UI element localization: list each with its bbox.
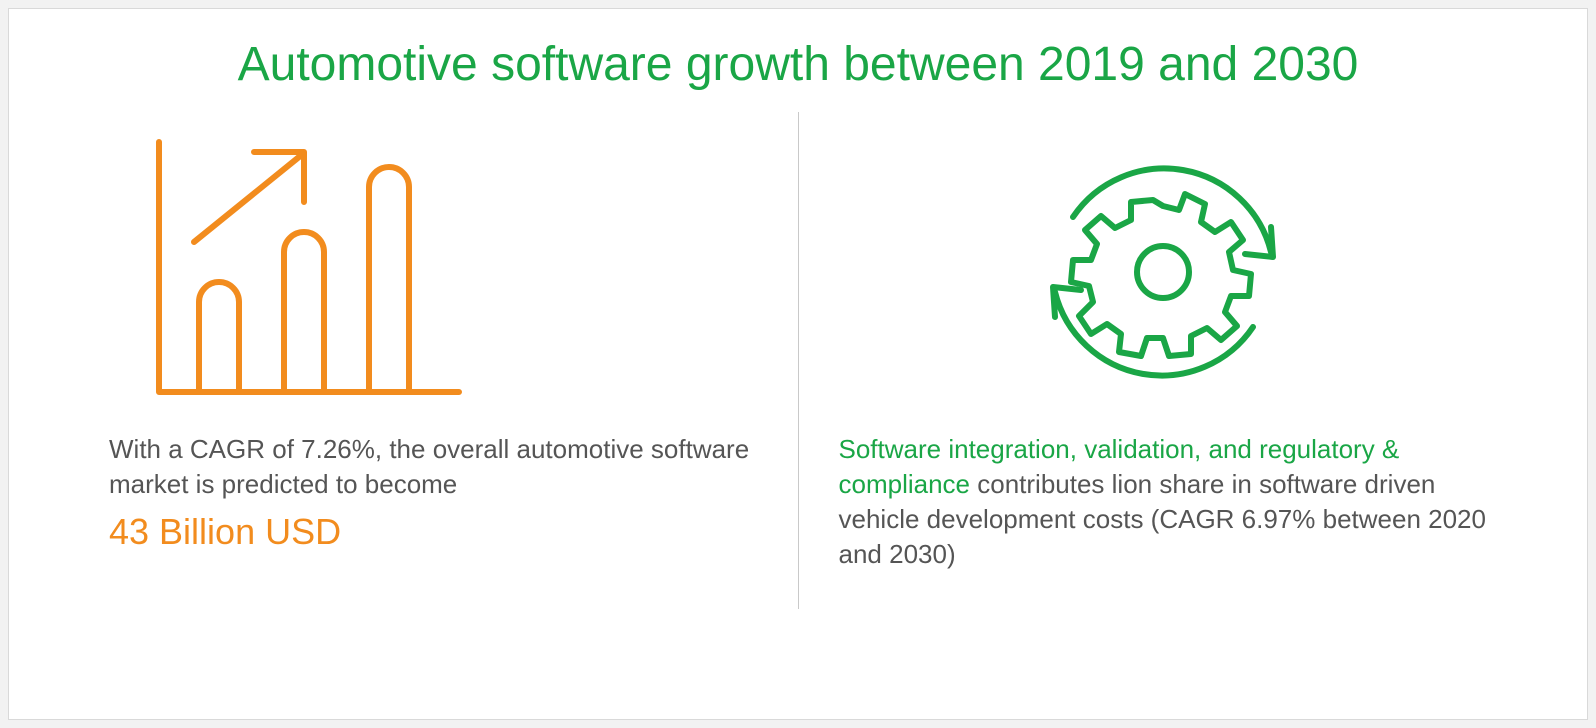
right-icon-wrap — [839, 122, 1488, 422]
infographic-card: Automotive software growth between 2019 … — [8, 8, 1588, 720]
left-icon-wrap — [109, 122, 758, 422]
left-highlight: 43 Billion USD — [109, 508, 758, 557]
columns: With a CAGR of 7.26%, the overall automo… — [69, 112, 1527, 664]
left-column: With a CAGR of 7.26%, the overall automo… — [69, 112, 798, 664]
gear-cycle-icon — [1013, 132, 1313, 412]
page-title: Automotive software growth between 2019 … — [69, 37, 1527, 92]
right-column: Software integration, validation, and re… — [799, 112, 1528, 664]
bar-chart-growth-icon — [139, 132, 469, 412]
left-text-block: With a CAGR of 7.26%, the overall automo… — [109, 432, 758, 557]
left-body-text: With a CAGR of 7.26%, the overall automo… — [109, 432, 758, 502]
right-text-block: Software integration, validation, and re… — [839, 432, 1488, 572]
